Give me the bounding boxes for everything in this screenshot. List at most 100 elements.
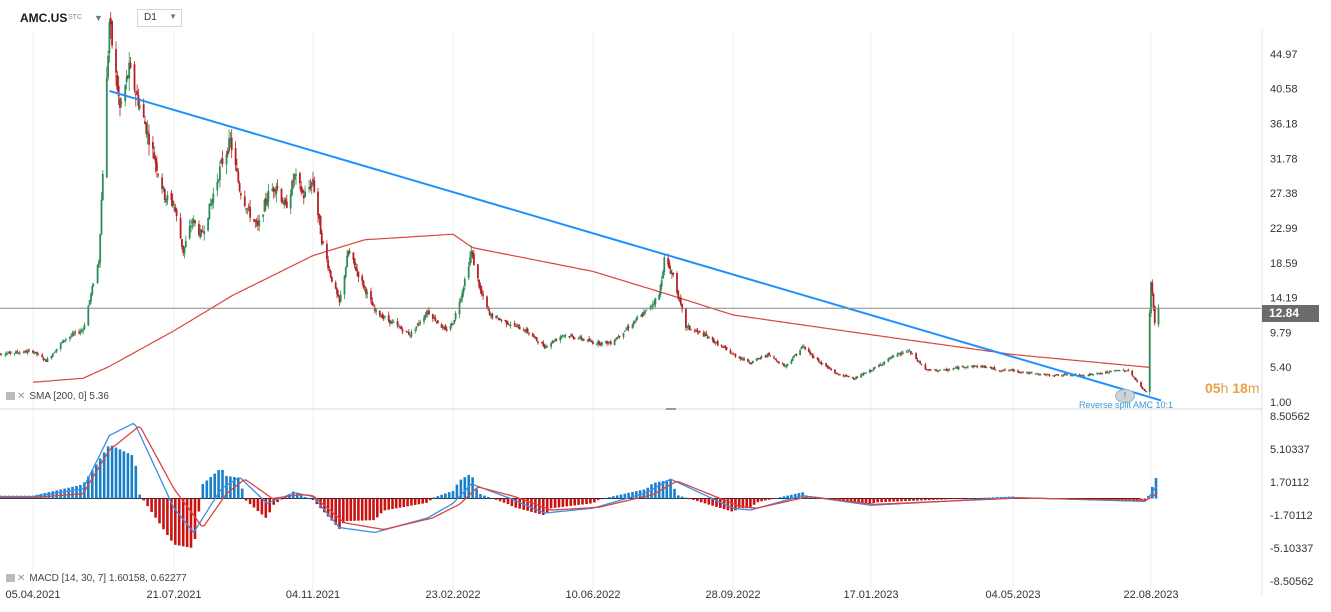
candle-body	[554, 339, 556, 342]
candle-body	[909, 351, 912, 354]
candle-body	[952, 368, 955, 370]
settings-icon[interactable]	[6, 574, 15, 583]
candle-body	[927, 369, 929, 371]
close-icon[interactable]: ✕	[17, 573, 26, 584]
candle-body	[953, 368, 956, 369]
candle-body	[1099, 373, 1102, 374]
candle-body	[51, 353, 54, 357]
candle-body	[542, 342, 545, 346]
candle-body	[1106, 371, 1108, 373]
candle-body	[725, 347, 728, 350]
candle-body	[1039, 373, 1042, 375]
candle-body	[424, 314, 427, 319]
macd-histogram-bar	[455, 484, 459, 499]
macd-tick-label: 5.10337	[1270, 444, 1310, 456]
macd-histogram-bar	[623, 493, 627, 499]
settings-icon[interactable]	[6, 392, 15, 401]
candle-body	[128, 62, 131, 79]
macd-histogram-bar	[749, 498, 752, 509]
macd-histogram-bar	[51, 491, 55, 499]
symbol-dropdown-icon[interactable]: ▼	[94, 13, 103, 23]
macd-histogram-bar	[812, 498, 816, 499]
sma-legend[interactable]: ✕ SMA [200, 0] 5.36	[6, 391, 109, 402]
macd-histogram-bar	[596, 498, 600, 501]
trendline	[109, 90, 1162, 402]
candle-body	[1115, 370, 1117, 372]
macd-histogram-bar	[692, 498, 695, 500]
candle-body	[425, 313, 428, 315]
candle-body	[821, 363, 824, 365]
macd-histogram-bar	[573, 498, 576, 506]
macd-histogram-bar	[189, 498, 193, 548]
candle-body	[579, 336, 581, 338]
candle-body	[310, 182, 313, 187]
candle-body	[363, 285, 366, 288]
candle-body	[672, 272, 675, 275]
candle-body	[836, 373, 839, 375]
macd-histogram-bar	[248, 498, 252, 505]
timeframe-select[interactable]: D1 ▼	[137, 9, 182, 27]
candle-body	[811, 353, 814, 357]
candle-body	[37, 354, 40, 355]
candle-body	[1027, 372, 1029, 374]
macd-histogram-bar	[193, 498, 197, 539]
candle-body	[531, 333, 534, 337]
candle-body	[32, 350, 34, 353]
candle-body	[1035, 373, 1038, 375]
candle-body	[933, 369, 936, 371]
macd-histogram-bar	[209, 477, 212, 499]
event-marker-icon[interactable]: !	[1115, 389, 1135, 403]
candle-body	[234, 147, 237, 165]
candle-body	[1097, 373, 1100, 374]
symbol-label[interactable]: AMC.US	[20, 11, 68, 25]
candle-body	[773, 357, 775, 359]
macd-histogram-bar	[102, 452, 106, 499]
candle-body	[208, 203, 211, 220]
candle-body	[397, 326, 400, 327]
candle-body	[1133, 377, 1136, 379]
close-icon[interactable]: ✕	[17, 391, 26, 402]
macd-histogram-bar	[585, 498, 588, 504]
candle-body	[1044, 374, 1047, 376]
candle-body	[362, 280, 365, 288]
macd-histogram-bar	[177, 498, 181, 546]
macd-histogram-bar	[569, 498, 573, 506]
candle-body	[1061, 375, 1063, 377]
macd-histogram-bar	[600, 498, 604, 500]
candle-body	[961, 366, 964, 367]
candle-body	[161, 177, 163, 189]
macd-tick-label: -1.70112	[1270, 510, 1313, 522]
candle-body	[271, 189, 274, 191]
macd-histogram-bar	[63, 488, 66, 499]
price-tick-label: 31.78	[1270, 153, 1298, 165]
candle-body	[1069, 375, 1072, 377]
candle-body	[955, 367, 957, 368]
candle-body	[371, 301, 374, 306]
candle-body	[283, 200, 286, 206]
macd-histogram-bar	[413, 498, 417, 505]
candle-body	[973, 365, 976, 368]
candle-body	[1030, 372, 1033, 374]
candle-body	[809, 351, 811, 354]
candle-body	[892, 356, 895, 357]
candle-body	[685, 308, 687, 328]
macd-histogram-bar	[707, 498, 711, 505]
candle-body	[348, 251, 351, 254]
candle-body	[249, 206, 251, 218]
macd-histogram-bar	[940, 498, 943, 500]
candle-body	[623, 330, 626, 332]
macd-histogram-bar	[816, 498, 819, 500]
candle-body	[948, 369, 951, 371]
candle-body	[263, 200, 266, 212]
candle-body	[513, 323, 516, 325]
candle-body	[998, 370, 1001, 372]
candle-body	[497, 318, 500, 321]
candle-body	[1052, 375, 1054, 377]
candle-body	[622, 332, 625, 337]
candle-body	[817, 359, 820, 363]
candle-body	[1000, 370, 1002, 372]
macd-legend[interactable]: ✕ MACD [14, 30, 7] 1.60158, 0.62277	[6, 573, 187, 584]
candle-body	[79, 331, 82, 333]
macd-histogram-bar	[908, 498, 911, 501]
